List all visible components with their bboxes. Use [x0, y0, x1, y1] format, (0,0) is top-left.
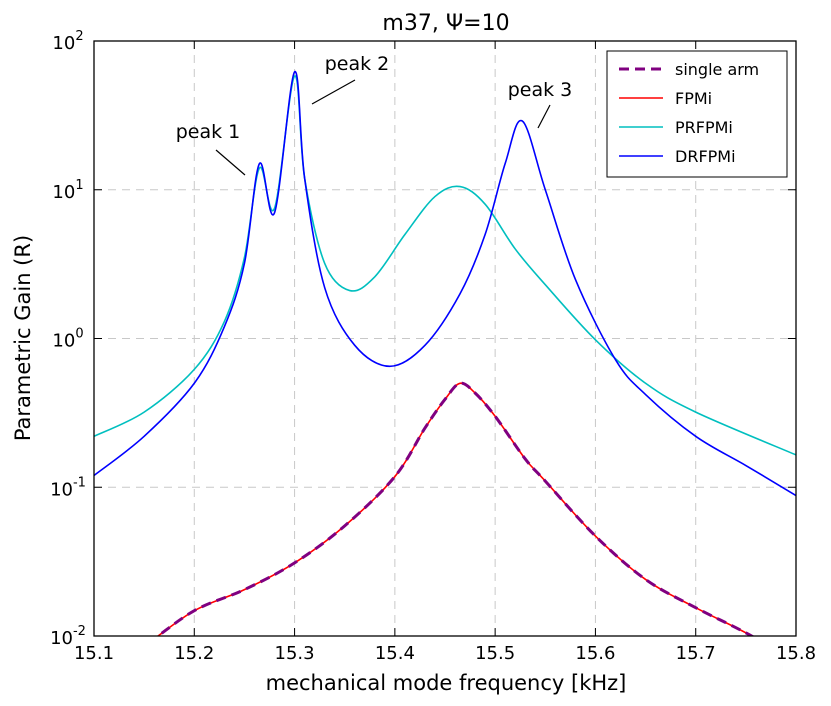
x-tick-label: 15.8	[776, 643, 816, 664]
legend-label: FPMi	[675, 89, 712, 108]
x-tick-label: 15.7	[676, 643, 716, 664]
grid	[94, 41, 796, 636]
x-tick-label: 15.1	[74, 643, 114, 664]
series-line-drfpmi	[94, 71, 796, 497]
annotation-label: peak 3	[508, 79, 573, 101]
annotation-arrow	[215, 149, 246, 176]
x-tick-label: 15.2	[174, 643, 214, 664]
annotation-arrow	[537, 104, 551, 129]
series-line-fpmi	[156, 382, 754, 636]
ticks: 15.1 15.2 15.3 15.4 15.5 15.6 15.7 15.8 10-2 10-1…	[50, 29, 816, 664]
x-axis-label: mechanical mode frequency [kHz]	[266, 671, 627, 695]
x-tick-label: 15.5	[475, 643, 515, 664]
series-line-prfpmi	[94, 75, 796, 456]
y-tick-label: 10-1	[50, 475, 86, 500]
legend: single arm FPMi PRFPMi DRFPMi	[606, 50, 788, 178]
series-layer	[94, 71, 796, 636]
x-tick-label: 15.3	[275, 643, 315, 664]
y-tick-label: 10-2	[50, 624, 86, 649]
x-tick-label: 15.4	[375, 643, 415, 664]
annotations: peak 1 peak 2 peak 3	[176, 53, 573, 176]
x-tick-label: 15.6	[575, 643, 615, 664]
annotation-label: peak 1	[176, 121, 241, 143]
y-tick-label: 101	[52, 178, 83, 203]
annotation-label: peak 2	[325, 53, 390, 75]
y-tick-label: 102	[52, 29, 83, 54]
legend-label: DRFPMi	[675, 147, 736, 166]
annotation-arrow	[311, 79, 356, 105]
y-tick-label: 100	[52, 327, 83, 352]
chart-title: m37, Ψ=10	[382, 11, 509, 36]
legend-label: PRFPMi	[675, 118, 733, 137]
y-axis-label: Parametric Gain (R)	[11, 235, 35, 441]
legend-label: single arm	[675, 60, 759, 79]
